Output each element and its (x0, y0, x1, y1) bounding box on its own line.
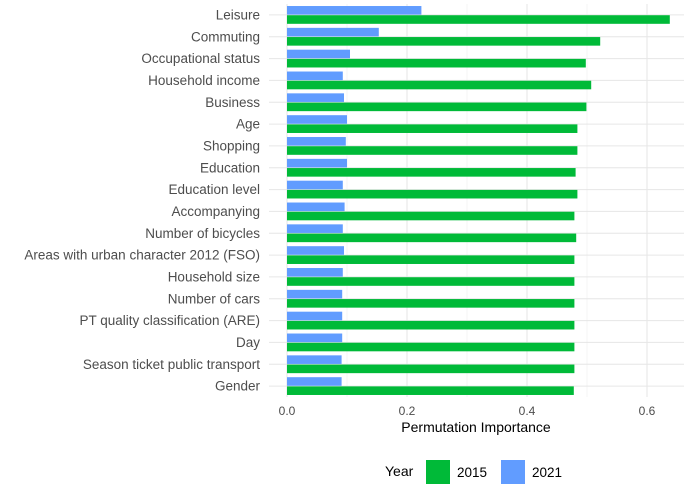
category-label: Business (205, 95, 260, 110)
legend-title: Year (385, 463, 414, 479)
x-tick-label: 0.6 (639, 404, 656, 418)
legend-label-2015: 2015 (457, 465, 487, 480)
category-label: Education level (168, 182, 260, 197)
bar-2021 (287, 246, 344, 255)
legend-label-2021: 2021 (532, 465, 562, 480)
category-label: Leisure (216, 7, 260, 22)
bar-2021 (287, 71, 343, 81)
bar-2021 (287, 180, 343, 190)
grid-lines (269, 4, 684, 397)
category-label: Age (236, 117, 260, 132)
legend-key-2021 (501, 460, 525, 484)
bar-2021 (287, 202, 345, 212)
category-label: Day (236, 335, 260, 350)
bar-2015 (287, 168, 576, 177)
category-label: Season ticket public transport (83, 357, 260, 372)
bar-2015 (287, 342, 575, 352)
bar-2021 (287, 49, 350, 59)
bar-2015 (287, 299, 575, 308)
category-labels: Leisure Commuting Occupational status House… (24, 7, 260, 393)
bar-2021 (287, 224, 343, 233)
bar-2015 (287, 102, 587, 112)
bar-2015 (287, 386, 574, 395)
category-label: Shopping (203, 138, 260, 153)
bar-2015 (287, 146, 578, 155)
bar-2015 (287, 124, 578, 133)
bar-2021 (287, 93, 344, 102)
bar-2021 (287, 333, 343, 343)
category-label: Occupational status (141, 51, 260, 66)
bar-2021 (287, 6, 422, 15)
bar-2021 (287, 355, 342, 364)
category-label: Areas with urban character 2012 (FSO) (24, 248, 260, 263)
category-label: Accompanying (171, 204, 260, 219)
bar-2015 (287, 277, 575, 286)
category-label: Number of cars (168, 291, 261, 306)
category-label: PT quality classification (ARE) (79, 313, 260, 328)
category-label: Household size (168, 269, 260, 284)
bar-2015 (287, 233, 577, 243)
bar-2021 (287, 27, 379, 37)
category-label: Education (200, 160, 260, 175)
bar-2015 (287, 211, 575, 221)
bar-2021 (287, 158, 347, 168)
bar-2015 (287, 255, 575, 264)
bar-2015 (287, 80, 592, 90)
bar-2015 (287, 320, 575, 330)
bar-2021 (287, 137, 346, 146)
x-axis-title: Permutation Importance (401, 419, 551, 435)
category-label: Number of bicycles (145, 226, 260, 241)
bar-2015 (287, 189, 578, 199)
bar-2021 (287, 289, 343, 299)
bars-layer (287, 6, 670, 395)
bar-2015 (287, 15, 670, 24)
category-label: Gender (215, 379, 261, 394)
x-tick-labels: 0.0 0.2 0.4 0.6 (279, 404, 656, 418)
bar-2015 (287, 58, 586, 68)
legend-key-2015 (426, 460, 450, 484)
bar-2015 (287, 364, 575, 374)
category-label: Household income (148, 73, 260, 88)
category-label: Commuting (191, 29, 260, 44)
bar-2021 (287, 377, 342, 386)
x-tick-label: 0.0 (279, 404, 296, 418)
bar-2021 (287, 311, 343, 321)
bar-2021 (287, 115, 347, 124)
bar-2015 (287, 37, 601, 46)
x-tick-label: 0.2 (399, 404, 416, 418)
legend: Year 2015 2021 (385, 460, 562, 484)
x-tick-label: 0.4 (519, 404, 536, 418)
bar-2021 (287, 268, 343, 277)
